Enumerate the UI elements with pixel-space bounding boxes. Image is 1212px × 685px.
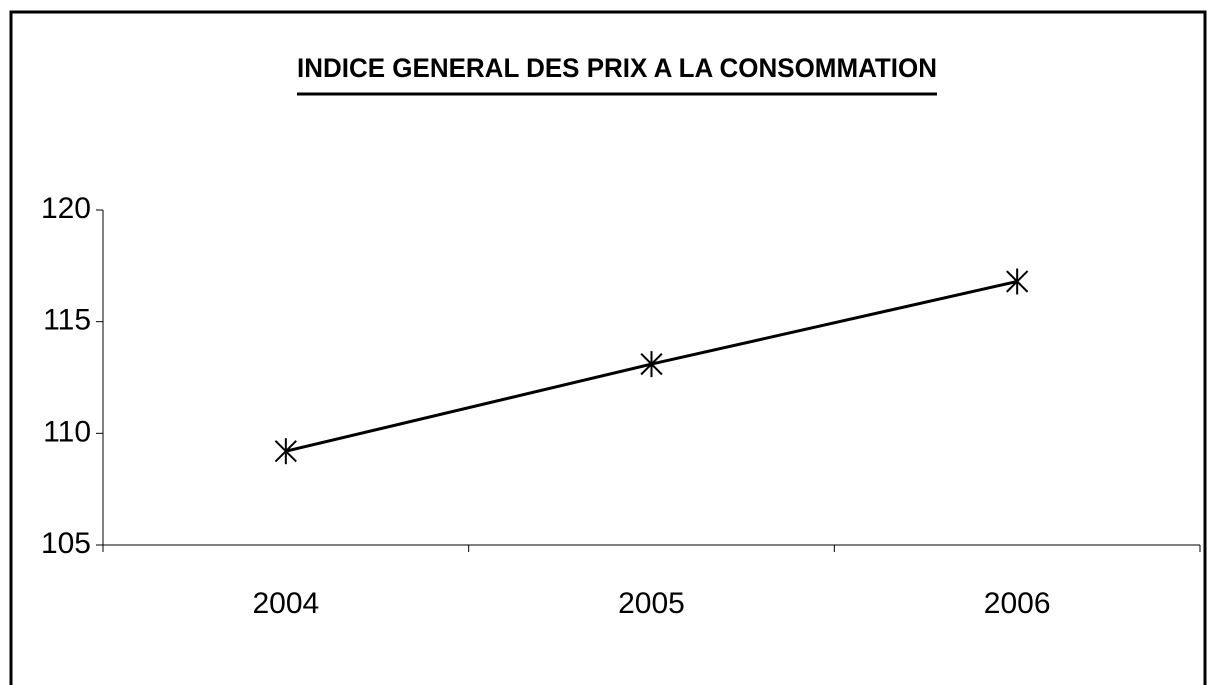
y-tick-label: 120 [41,192,91,225]
chart-title: INDICE GENERAL DES PRIX A LA CONSOMMATIO… [297,53,937,83]
data-point [1006,268,1029,295]
y-tick-label: 115 [43,304,91,337]
x-tick-label: 2006 [984,587,1051,620]
x-tick-label: 2004 [252,587,319,620]
marker-stroke [1006,270,1029,293]
chart-frame [9,10,1207,685]
y-tick-label: 110 [43,415,91,448]
marker-stroke [274,440,297,463]
marker-stroke [640,352,663,376]
data-point [274,438,297,465]
data-point [640,351,663,378]
x-tick-label: 2005 [618,587,685,620]
y-tick-label: 105 [41,527,91,560]
